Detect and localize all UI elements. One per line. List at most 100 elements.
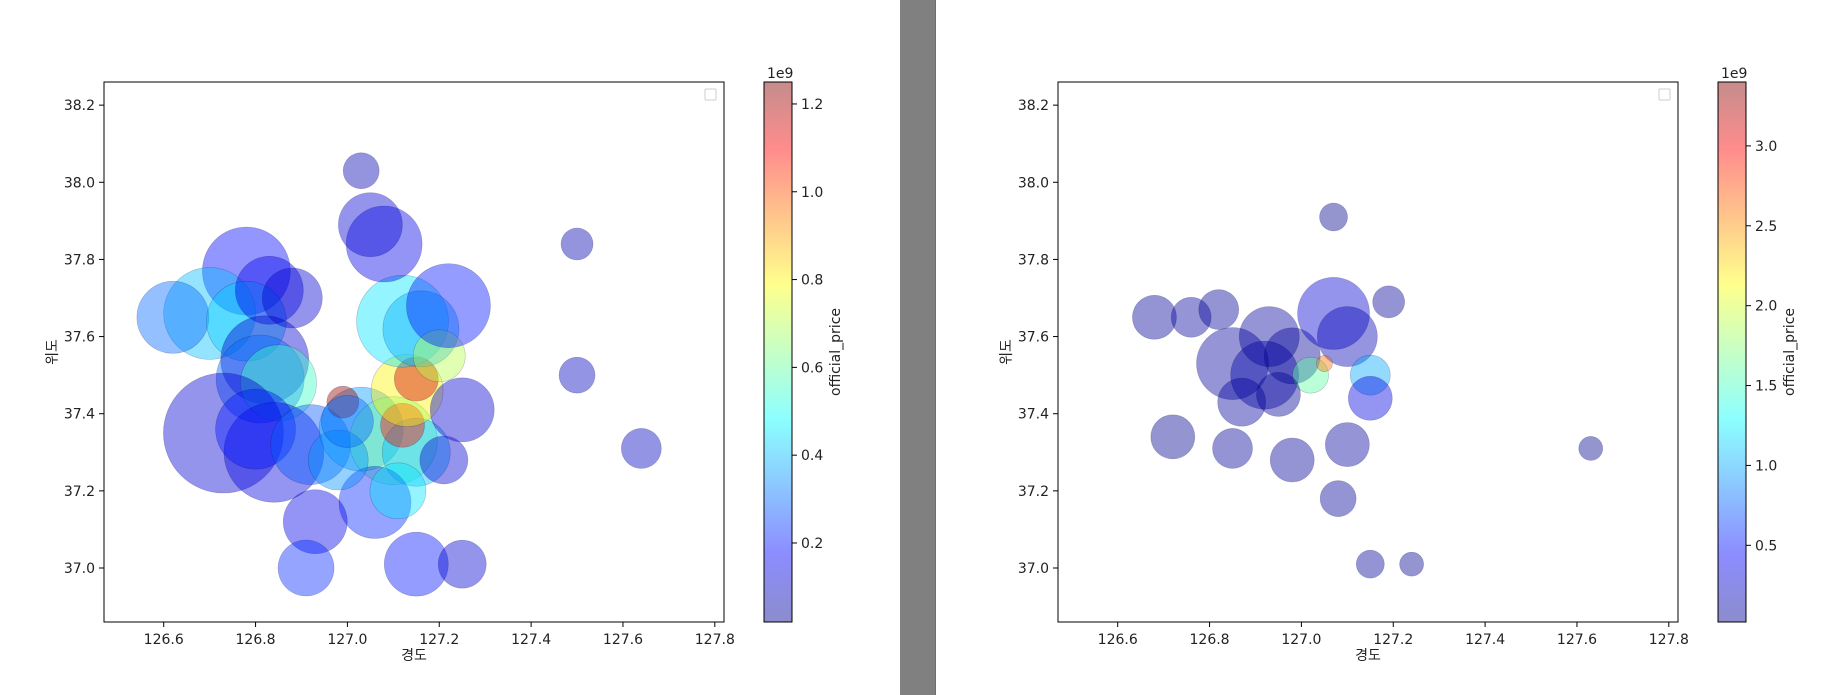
right-scatter-point-14 xyxy=(1256,372,1301,417)
left-y-tick-label-0: 37.0 xyxy=(64,561,95,577)
left-scatter-point-18 xyxy=(393,356,439,402)
right-x-axis-label: 경도 xyxy=(1355,648,1381,664)
left-scatter-point-22 xyxy=(412,329,466,383)
left-scatter-point-14 xyxy=(349,396,438,486)
right-scatter-point-19 xyxy=(1212,428,1253,469)
left-scatter-point-7 xyxy=(215,334,305,424)
panel-divider[interactable] xyxy=(900,0,936,695)
left-scatter-point-23 xyxy=(406,263,491,349)
right-y-tick-label-1: 37.2 xyxy=(1018,484,1049,500)
left-y-tick-label-5: 38.0 xyxy=(64,175,95,191)
left-y-tick-label-1: 37.2 xyxy=(64,484,95,500)
right-x-tick-label-3: 127.2 xyxy=(1373,632,1413,648)
right-scatter-point-22 xyxy=(1578,436,1604,461)
right-scatter-point-2 xyxy=(1263,327,1321,385)
right-y-ticks: 37.0 37.2 37.4 37.6 37.8 38.0 38.2 xyxy=(1018,98,1058,577)
left-y-tick-label-2: 37.4 xyxy=(64,407,95,423)
left-x-tick-label-1: 126.8 xyxy=(236,632,276,648)
left-scatter-points xyxy=(136,152,662,597)
right-scatter-point-20 xyxy=(1399,551,1424,577)
left-scatter-point-28 xyxy=(282,489,348,555)
left-colorbar-ticks: 0.2 0.4 0.6 0.8 1.0 1.2 xyxy=(792,97,823,552)
left-scatter-point-19 xyxy=(326,385,360,419)
left-scatter-point-5 xyxy=(261,267,323,329)
left-y-tick-label-6: 38.2 xyxy=(64,98,95,114)
right-y-tick-label-4: 37.8 xyxy=(1018,252,1049,268)
right-scatter-point-5 xyxy=(1317,306,1378,367)
left-scatter-point-1 xyxy=(163,267,256,360)
right-scatter-point-3 xyxy=(1238,306,1300,367)
left-x-axis-label: 경도 xyxy=(401,648,427,664)
left-colorbar-tick-label-1: 0.4 xyxy=(801,448,823,464)
right-scatter-point-21 xyxy=(1355,549,1385,579)
left-scatter-point-9 xyxy=(163,372,284,494)
right-scatter-point-6 xyxy=(1292,356,1329,394)
right-x-tick-label-0: 126.6 xyxy=(1098,632,1138,648)
right-scatter-point-10 xyxy=(1132,294,1177,340)
left-scatter-point-27 xyxy=(369,462,427,520)
right-x-tick-label-4: 127.4 xyxy=(1465,632,1505,648)
left-colorbar-tick-label-5: 1.2 xyxy=(801,97,823,113)
right-colorbar-label: official_price xyxy=(1782,308,1798,396)
left-empty-legend-box[interactable] xyxy=(704,88,717,101)
left-scatter-point-0 xyxy=(202,226,291,316)
right-x-tick-label-1: 126.8 xyxy=(1190,632,1230,648)
left-scatter-point-33 xyxy=(419,435,469,485)
right-colorbar-tick-label-3: 2.0 xyxy=(1755,299,1777,315)
right-scatter-point-15 xyxy=(1347,375,1393,421)
right-colorbar-tick-label-0: 0.5 xyxy=(1755,538,1777,554)
right-colorbar-tick-label-5: 3.0 xyxy=(1755,139,1777,155)
right-scatter-point-1 xyxy=(1230,340,1299,410)
right-colorbar-tick-label-1: 1.0 xyxy=(1755,458,1777,474)
right-y-tick-label-3: 37.6 xyxy=(1018,330,1049,346)
left-colorbar-tick-label-3: 0.8 xyxy=(801,273,823,289)
left-scatter-point-36 xyxy=(621,428,662,469)
left-scatter-point-30 xyxy=(383,531,449,597)
left-x-tick-label-2: 127.0 xyxy=(327,632,367,648)
right-x-tick-label-6: 127.8 xyxy=(1649,632,1689,648)
left-scatter-point-10 xyxy=(223,401,325,503)
right-scatter-panel: 126.6 126.8 127.0 127.2 127.4 127.6 127.8 37.0… xyxy=(999,66,1798,664)
left-scatter-point-20 xyxy=(356,274,449,368)
left-scatter-point-13 xyxy=(318,386,404,472)
right-scatter-point-4 xyxy=(1297,277,1370,350)
left-x-tick-label-0: 126.6 xyxy=(144,632,184,648)
right-scatter-point-0 xyxy=(1196,327,1269,400)
right-scatter-point-18 xyxy=(1319,480,1357,517)
left-scatter-point-11 xyxy=(215,388,296,470)
left-scatter-point-24 xyxy=(345,205,423,283)
right-colorbar xyxy=(1717,81,1747,623)
left-scatter-point-26 xyxy=(338,466,412,539)
left-scatter-point-12 xyxy=(270,404,351,485)
right-scatter-point-24 xyxy=(1372,285,1405,319)
right-colorbar-tick-label-2: 1.5 xyxy=(1755,379,1777,395)
left-scatter-point-21 xyxy=(382,290,460,368)
right-y-tick-label-6: 38.2 xyxy=(1018,98,1049,114)
left-scatter-point-29 xyxy=(277,539,335,597)
left-scatter-point-15 xyxy=(381,417,451,487)
right-x-tick-label-2: 127.0 xyxy=(1281,632,1321,648)
left-scatter-point-3 xyxy=(206,280,287,362)
left-colorbar-tick-label-0: 0.2 xyxy=(801,536,823,552)
right-scatter-point-11 xyxy=(1170,296,1212,338)
left-scatter-point-32 xyxy=(429,377,495,443)
right-scatter-points xyxy=(1132,202,1604,579)
right-colorbar-tick-label-4: 2.5 xyxy=(1755,219,1777,235)
left-scatter-point-39 xyxy=(342,152,380,190)
left-plot-frame xyxy=(103,81,725,623)
right-scatter-point-16 xyxy=(1325,422,1370,467)
left-scatter-point-6 xyxy=(220,315,310,405)
left-y-tick-label-4: 37.8 xyxy=(64,252,95,268)
left-scatter-point-4 xyxy=(235,255,304,325)
left-scatter-point-2 xyxy=(136,280,210,354)
left-x-tick-label-5: 127.6 xyxy=(603,632,643,648)
left-x-tick-label-6: 127.8 xyxy=(695,632,735,648)
right-plot-frame xyxy=(1057,81,1679,623)
right-empty-legend-box[interactable] xyxy=(1658,88,1671,101)
right-scatter-point-9 xyxy=(1150,414,1196,460)
right-scatter-point-23 xyxy=(1319,202,1348,232)
left-colorbar-tick-label-2: 0.6 xyxy=(801,360,823,376)
left-scatter-point-25 xyxy=(338,192,403,258)
left-scatter-point-35 xyxy=(321,395,374,448)
